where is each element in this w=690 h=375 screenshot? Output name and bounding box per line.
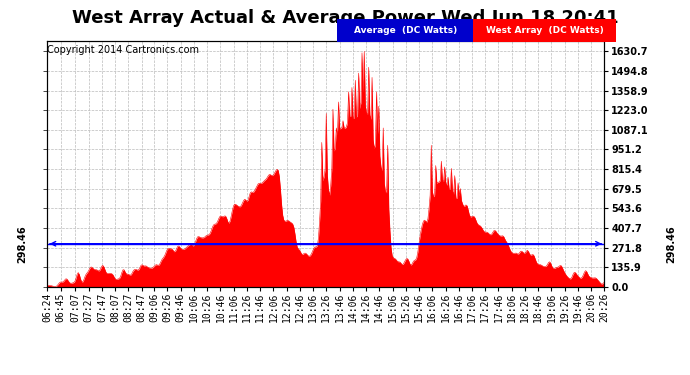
Text: 298.46: 298.46 [17,225,27,262]
Text: Copyright 2014 Cartronics.com: Copyright 2014 Cartronics.com [47,45,199,55]
Text: West Array  (DC Watts): West Array (DC Watts) [486,26,603,35]
Text: West Array Actual & Average Power Wed Jun 18 20:41: West Array Actual & Average Power Wed Ju… [72,9,618,27]
Text: Average  (DC Watts): Average (DC Watts) [353,26,457,35]
Text: 298.46: 298.46 [667,225,676,262]
